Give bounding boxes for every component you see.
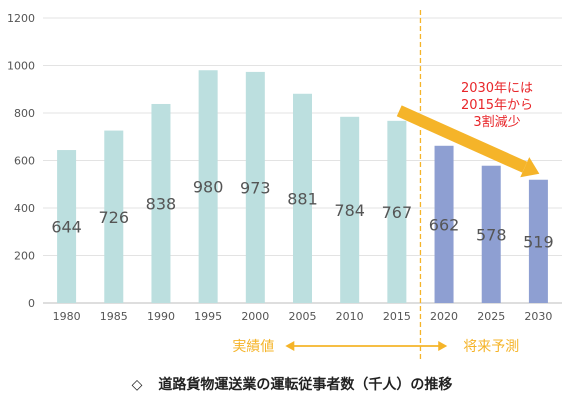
x-tick-label: 2025 [477, 310, 505, 323]
bar [198, 70, 218, 303]
chart-caption: ◇ 道路貨物運送業の運転従事者数（千人）の推移 [0, 374, 584, 394]
x-tick-label: 1995 [194, 310, 222, 323]
trend-arrow-head [520, 157, 540, 178]
bar-value-label: 767 [382, 203, 413, 222]
bar [481, 165, 501, 303]
y-tick-label: 1200 [7, 12, 35, 25]
y-tick-label: 200 [14, 250, 35, 263]
double-arrow-head-left [285, 341, 295, 351]
bar [387, 120, 407, 304]
bar [245, 71, 265, 303]
bar-chart: 0 200 400 600 800 1000 1200 644 1980 726 1985 838 19… [7, 10, 562, 362]
x-tick-label: 2015 [383, 310, 411, 323]
annotation-line: 3割減少 [473, 114, 520, 130]
diamond-icon: ◇ [131, 377, 143, 393]
bar [528, 179, 548, 303]
bar [57, 150, 77, 303]
x-tick-label: 1980 [53, 310, 81, 323]
y-tick-label: 800 [14, 107, 35, 120]
x-tick-label: 2010 [336, 310, 364, 323]
x-tick-label: 2020 [430, 310, 458, 323]
bar [293, 93, 312, 303]
bar-value-label: 578 [476, 225, 507, 244]
bar [340, 116, 360, 303]
bar-value-label: 881 [287, 189, 318, 208]
y-tick-label: 600 [14, 155, 35, 168]
bar [151, 103, 171, 303]
caption-text: 道路貨物運送業の運転従事者数（千人）の推移 [158, 377, 453, 393]
y-tick-label: 0 [28, 297, 35, 310]
bar-value-label: 726 [98, 208, 129, 227]
double-arrow-head-right [438, 341, 448, 351]
bar-value-label: 644 [51, 218, 82, 237]
x-tick-label: 2030 [524, 310, 552, 323]
bar-value-label: 980 [193, 178, 224, 197]
x-tick-label: 1985 [100, 310, 128, 323]
bar [434, 145, 454, 303]
trend-arrow-shaft [396, 105, 528, 173]
bar-value-label: 784 [334, 201, 365, 220]
bar-value-label: 838 [146, 194, 177, 213]
y-tick-label: 400 [14, 202, 35, 215]
bar-value-label: 519 [523, 232, 554, 251]
bar-value-label: 973 [240, 178, 271, 197]
bar [104, 130, 124, 303]
region-label-projected: 将来予測 [463, 339, 519, 355]
bar-value-label: 662 [429, 215, 460, 234]
x-tick-label: 2005 [289, 310, 317, 323]
annotation-line: 2015年から [461, 98, 533, 113]
x-tick-label: 1990 [147, 310, 175, 323]
x-tick-label: 2000 [241, 310, 269, 323]
region-label-actual: 実績値 [232, 339, 274, 355]
annotation-line: 2030年には [461, 81, 533, 96]
y-tick-label: 1000 [7, 60, 35, 73]
